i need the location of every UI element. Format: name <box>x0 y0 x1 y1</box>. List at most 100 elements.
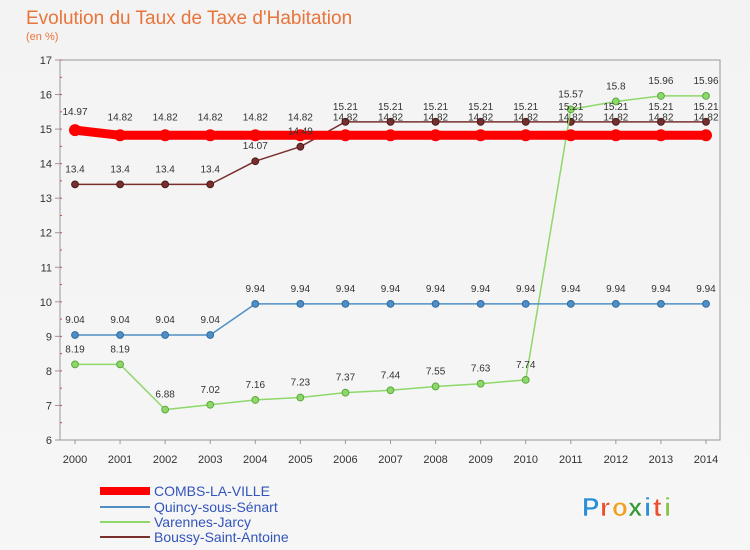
data-point <box>159 129 172 142</box>
logo-letter: t <box>653 492 662 522</box>
data-point <box>294 129 307 142</box>
data-point <box>611 117 620 126</box>
data-point <box>206 331 215 339</box>
x-tick-label: 2010 <box>513 454 537 466</box>
data-label: 15.21 <box>423 102 448 113</box>
data-label: 15.21 <box>693 102 718 113</box>
data-label: 9.94 <box>246 284 266 295</box>
y-tick-label: 15 <box>40 124 52 136</box>
data-label: 15.96 <box>648 76 673 87</box>
legend-entry-2: Varennes-Jarcy <box>154 514 251 530</box>
data-point <box>702 117 710 126</box>
data-label: 9.94 <box>651 284 671 295</box>
data-point <box>431 382 440 391</box>
data-label: 9.94 <box>471 284 491 295</box>
data-point <box>161 405 170 414</box>
data-label: 7.02 <box>200 385 220 396</box>
data-label: 14.82 <box>603 112 628 123</box>
legend: COMBS-LA-VILLEQuincy-sous-SénartVarennes… <box>100 483 289 545</box>
x-tick-label: 2014 <box>694 454 718 466</box>
data-label: 9.04 <box>200 315 220 326</box>
data-label: 14.82 <box>243 112 268 123</box>
data-point <box>249 129 262 142</box>
data-point <box>700 129 712 142</box>
data-point <box>161 331 170 339</box>
data-label: 9.94 <box>381 284 401 295</box>
data-point <box>519 129 532 142</box>
y-tick-label: 7 <box>46 400 52 412</box>
data-label: 14.82 <box>648 112 673 123</box>
data-label: 15.21 <box>648 102 673 113</box>
y-tick-label: 12 <box>40 228 52 240</box>
data-label: 9.04 <box>65 315 85 326</box>
y-tick-label: 9 <box>46 331 52 343</box>
data-point <box>657 92 665 100</box>
data-point <box>386 117 395 126</box>
logo-letter: i <box>644 492 651 522</box>
y-tick-label: 6 <box>46 435 52 447</box>
data-point <box>611 97 620 106</box>
legend-entry-3: Boussy-Saint-Antoine <box>154 529 289 545</box>
x-tick-label: 2004 <box>243 454 267 466</box>
data-label: 9.94 <box>426 284 446 295</box>
data-point <box>611 299 620 308</box>
data-label: 9.04 <box>155 315 175 326</box>
data-point <box>431 117 440 126</box>
data-point <box>339 129 352 142</box>
series-group <box>69 92 712 414</box>
x-tick-label: 2005 <box>288 454 312 466</box>
data-point <box>204 129 217 142</box>
logo-letter: r <box>600 492 610 522</box>
data-point <box>384 129 397 142</box>
data-label: 14.82 <box>198 112 223 123</box>
unit-label: (en %) <box>26 31 58 43</box>
data-label: 14.82 <box>513 112 538 123</box>
data-label: 14.82 <box>153 112 178 123</box>
data-label: 9.94 <box>606 284 626 295</box>
data-label: 15.21 <box>333 102 358 113</box>
data-label: 14.82 <box>108 112 133 123</box>
data-label: 7.37 <box>336 373 356 384</box>
data-label: 8.19 <box>110 344 130 355</box>
data-label: 13.4 <box>110 164 130 175</box>
x-tick-label: 2003 <box>198 454 222 466</box>
series-line-2 <box>74 95 707 411</box>
x-tick-label: 2006 <box>333 454 357 466</box>
data-point <box>521 299 530 308</box>
y-axis: 6 7 8 9 10 11 12 13 14 15 16 17 <box>40 55 62 447</box>
data-point <box>206 180 215 189</box>
data-label: 9.94 <box>561 284 581 295</box>
data-point <box>431 299 440 308</box>
data-point <box>476 299 485 308</box>
data-label: 15.21 <box>513 102 538 113</box>
data-label: 7.63 <box>471 364 491 375</box>
data-label: 14.49 <box>288 127 313 138</box>
data-point <box>251 299 260 308</box>
data-label: 9.94 <box>291 284 311 295</box>
y-tick-label: 8 <box>46 366 52 378</box>
data-point <box>657 299 665 308</box>
data-label: 9.04 <box>110 315 130 326</box>
data-point <box>566 299 575 308</box>
logo-letter: P <box>582 492 599 522</box>
data-point <box>386 386 395 395</box>
data-label: 14.82 <box>288 112 313 123</box>
x-tick-label: 2007 <box>378 454 402 466</box>
data-point <box>657 117 665 126</box>
y-tick-label: 13 <box>40 193 52 205</box>
data-point <box>341 299 350 308</box>
data-point <box>71 331 79 339</box>
data-label: 14.82 <box>693 112 718 123</box>
data-label: 13.4 <box>200 164 220 175</box>
data-point <box>476 117 485 126</box>
data-label: 14.82 <box>558 112 583 123</box>
data-point <box>341 117 350 126</box>
chart-title: Evolution du Taux de Taxe d'Habitation <box>26 8 352 29</box>
data-point <box>654 129 667 142</box>
data-point <box>564 129 577 142</box>
x-tick-label: 2009 <box>468 454 492 466</box>
data-label: 9.94 <box>516 284 536 295</box>
data-point <box>206 400 215 409</box>
data-point <box>296 299 305 308</box>
